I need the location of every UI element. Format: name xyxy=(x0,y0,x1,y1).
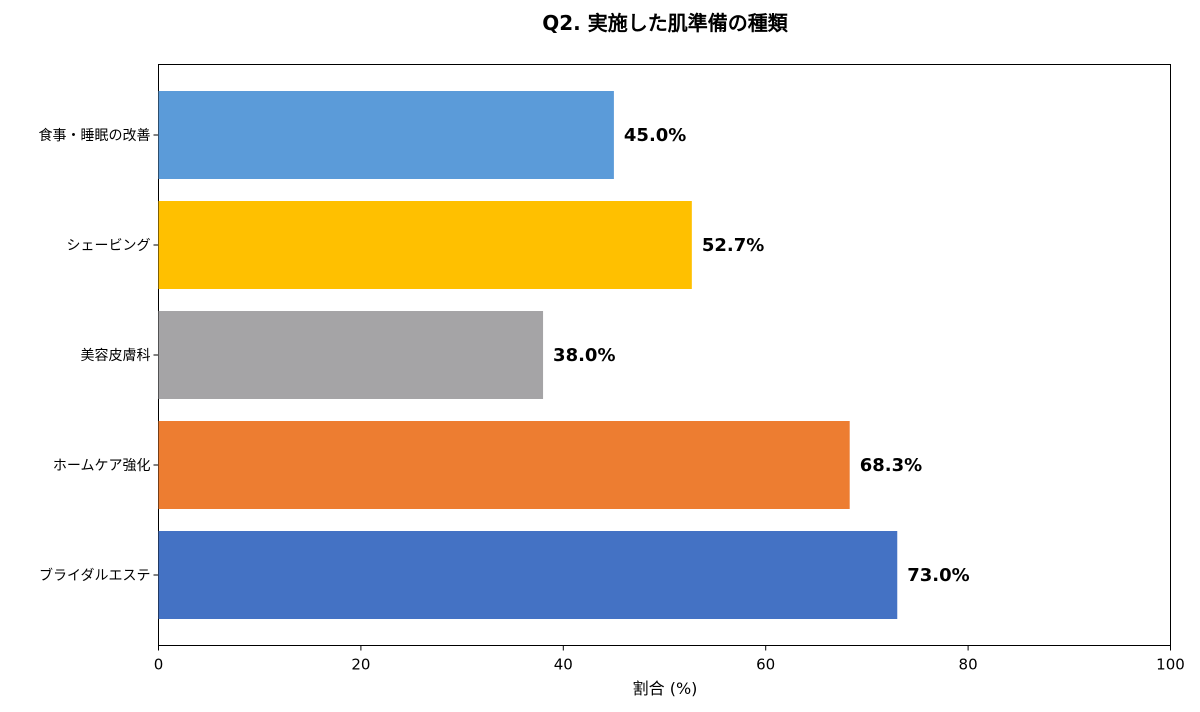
x-tick-label: 0 xyxy=(154,656,164,674)
category-label: シェービング xyxy=(67,238,151,254)
bar xyxy=(158,311,544,399)
x-tick-label: 80 xyxy=(959,656,978,674)
value-label: 45.0% xyxy=(624,125,686,146)
value-label: 68.3% xyxy=(860,455,922,476)
x-tick-label: 100 xyxy=(1156,656,1185,674)
x-tick-label: 20 xyxy=(351,656,370,674)
chart-title: Q2. 実施した肌準備の種類 xyxy=(542,11,788,35)
value-labels: 45.0% 52.7% 38.0% 68.3% 73.0% xyxy=(553,125,970,586)
value-label: 38.0% xyxy=(553,345,615,366)
value-label: 52.7% xyxy=(702,235,764,256)
category-label: 美容皮膚科 xyxy=(81,347,151,364)
x-tick-label: 60 xyxy=(756,656,775,674)
bar xyxy=(158,91,614,179)
value-label: 73.0% xyxy=(907,565,969,586)
bar xyxy=(158,421,850,509)
category-label: 食事・睡眠の改善 xyxy=(39,127,151,144)
category-label: ホームケア強化 xyxy=(53,458,151,474)
x-tick-label: 40 xyxy=(554,656,573,674)
bars-group xyxy=(158,91,898,619)
x-axis-ticks: 0 20 40 60 80 100 xyxy=(154,645,1185,674)
category-label: ブライダルエステ xyxy=(39,567,150,584)
x-axis-label: 割合 (%) xyxy=(633,679,698,698)
bar xyxy=(158,201,692,289)
bar xyxy=(158,531,898,619)
